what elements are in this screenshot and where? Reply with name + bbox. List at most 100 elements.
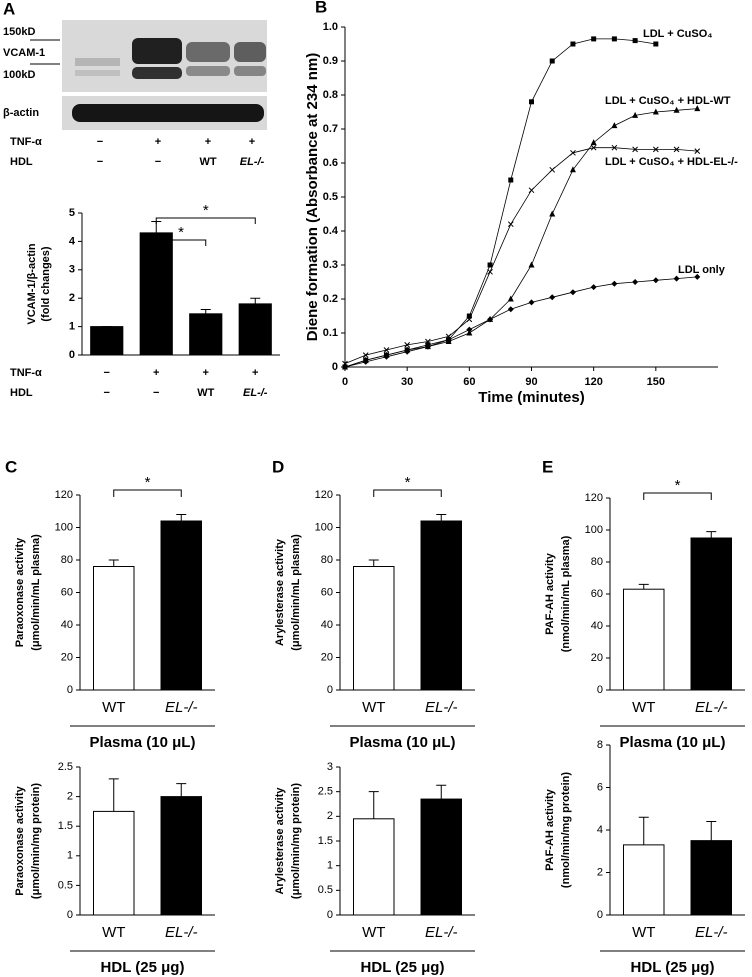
- row-value: WT: [197, 387, 214, 399]
- blot-band: [234, 42, 266, 62]
- marker: [611, 122, 618, 129]
- y-tick-label: 0: [332, 361, 338, 373]
- x-tick-label: WT: [632, 924, 655, 941]
- y-axis-label: Arylesterase activity: [274, 787, 286, 895]
- y-tick-label: 60: [591, 588, 603, 600]
- group-label: Plasma (10 μL): [350, 734, 456, 751]
- marker: [569, 289, 576, 296]
- y-tick-label: 1.0: [323, 21, 338, 33]
- blot-band: [132, 67, 182, 79]
- bar: [139, 232, 173, 356]
- x-tick-label: EL-/-: [165, 699, 198, 716]
- marker: [652, 108, 659, 115]
- x-tick-label: EL-/-: [695, 924, 728, 941]
- marker: [673, 146, 680, 153]
- marker: [611, 36, 617, 42]
- y-tick-label: 0.8: [323, 89, 338, 101]
- significance-bracket: [155, 239, 207, 246]
- y-tick-label: 1.5: [318, 835, 333, 847]
- x-tick-label: WT: [632, 699, 655, 716]
- y-tick-label: 2: [69, 292, 75, 304]
- y-tick-label: 1: [327, 860, 333, 872]
- y-tick-label: 80: [591, 556, 603, 568]
- marker: [507, 295, 514, 302]
- marker: [694, 148, 701, 154]
- row-value: +: [205, 136, 211, 148]
- bar: [353, 818, 395, 916]
- panel-letter: A: [3, 0, 15, 18]
- significance-label: *: [675, 477, 681, 494]
- marker: [611, 144, 618, 151]
- y-tick-label: 0.5: [58, 879, 73, 891]
- blot-marker: VCAM-1: [3, 47, 45, 59]
- panel-letter: E: [542, 457, 553, 476]
- marker: [632, 38, 638, 44]
- bar: [189, 313, 223, 356]
- bar: [160, 796, 202, 916]
- marker: [590, 144, 597, 151]
- row-value: −: [97, 156, 103, 168]
- y-tick-label: 3: [69, 264, 75, 276]
- row-label: HDL: [10, 387, 33, 399]
- x-axis-label: Time (minutes): [478, 389, 584, 406]
- row-value: +: [252, 367, 258, 379]
- x-tick-label: 90: [525, 376, 537, 388]
- group-label: HDL (25 μg): [101, 959, 185, 976]
- error-bar: [200, 309, 211, 314]
- marker: [549, 58, 555, 64]
- group-label: HDL (25 μg): [631, 959, 715, 976]
- x-tick-label: WT: [102, 699, 125, 716]
- x-tick-label: WT: [362, 699, 385, 716]
- marker: [383, 347, 390, 353]
- row-value: +: [153, 367, 159, 379]
- y-tick-label: 2: [327, 810, 333, 822]
- blot-marker: 150kD: [3, 26, 35, 38]
- group-label: Plasma (10 μL): [620, 734, 726, 751]
- blot-marker: 100kD: [3, 69, 35, 81]
- y-tick-label: 0: [327, 909, 333, 921]
- significance-bracket: [113, 489, 182, 497]
- y-tick-label: 0.3: [323, 259, 338, 271]
- significance-label: *: [405, 474, 411, 491]
- marker: [362, 352, 369, 358]
- row-value: +: [249, 136, 255, 148]
- marker: [632, 279, 639, 285]
- bar: [420, 798, 462, 916]
- marker: [632, 111, 639, 118]
- y-axis-label: PAF-AH activity: [544, 552, 556, 635]
- x-tick-label: EL-/-: [425, 924, 458, 941]
- marker: [342, 360, 348, 367]
- x-tick-label: 0: [342, 376, 348, 388]
- error-bar: [250, 297, 261, 304]
- error-bar: [368, 559, 379, 567]
- x-tick-label: EL-/-: [425, 699, 458, 716]
- marker: [590, 139, 597, 146]
- y-tick-label: 0.1: [323, 327, 338, 339]
- y-tick-label: 1: [67, 850, 73, 862]
- marker: [694, 105, 701, 112]
- bar: [420, 520, 462, 691]
- marker: [569, 166, 576, 173]
- error-bar: [108, 778, 119, 812]
- bar: [90, 326, 124, 356]
- y-tick-label: 80: [321, 554, 333, 566]
- row-value: −: [104, 367, 110, 379]
- marker: [466, 316, 473, 323]
- row-value: −: [104, 387, 110, 399]
- significance-label: *: [203, 202, 209, 219]
- x-tick-label: WT: [102, 924, 125, 941]
- marker: [362, 358, 369, 365]
- marker: [466, 313, 472, 319]
- marker: [507, 306, 514, 313]
- x-tick-label: EL-/-: [695, 699, 728, 716]
- y-tick-label: 0: [67, 909, 73, 921]
- marker: [487, 262, 493, 268]
- y-axis-label: (fold changes): [40, 246, 52, 322]
- bar: [623, 844, 665, 916]
- y-tick-label: 1: [69, 321, 75, 333]
- y-tick-label: 0.2: [323, 293, 338, 305]
- y-tick-label: 0.5: [318, 884, 333, 896]
- marker: [549, 166, 556, 173]
- x-tick-label: 60: [463, 376, 475, 388]
- y-tick-label: 100: [55, 521, 73, 533]
